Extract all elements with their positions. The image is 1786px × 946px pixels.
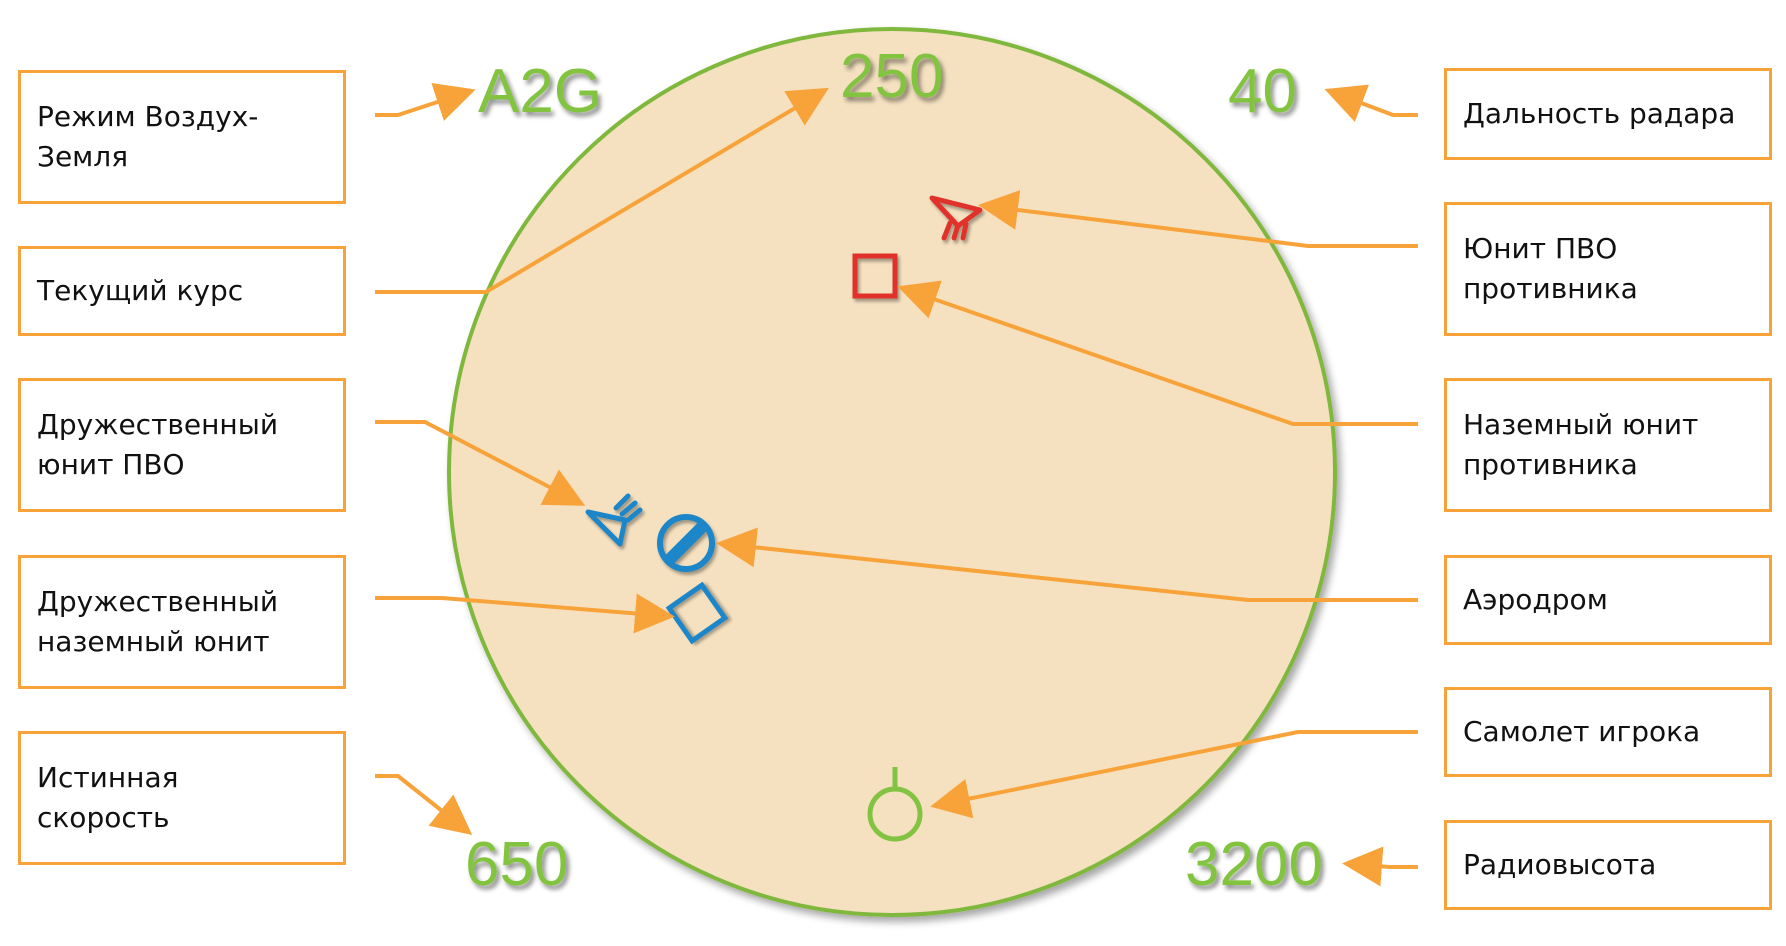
label-enemy-ground-text: Наземный юнит противника xyxy=(1463,408,1699,481)
label-mode: Режим Воздух- Земля xyxy=(18,70,346,204)
airspeed-readout: 650 xyxy=(465,830,568,899)
label-friendly-ground-text: Дружественный наземный юнит xyxy=(37,585,279,658)
arrow-enemy-ground xyxy=(897,280,1418,426)
arrow-radar-range xyxy=(1324,84,1418,123)
label-heading: Текущий курс xyxy=(18,246,346,336)
label-enemy-sam-text: Юнит ПВО противника xyxy=(1463,232,1638,305)
arrow-player-aircraft xyxy=(930,730,1418,819)
label-friendly-ground: Дружественный наземный юнит xyxy=(18,555,346,689)
label-true-airspeed: Истинная скорость xyxy=(18,731,346,865)
heading-readout: 250 xyxy=(840,42,943,111)
leader-arrows xyxy=(375,82,1418,887)
arrow-mode xyxy=(375,82,476,121)
radio-altitude-readout: 3200 xyxy=(1185,830,1323,899)
label-friendly-sam-text: Дружественный юнит ПВО xyxy=(37,408,279,481)
label-radio-altitude: Радиовысота xyxy=(1444,820,1772,910)
label-airfield-text: Аэродром xyxy=(1463,583,1608,616)
arrow-airfield xyxy=(716,527,1418,602)
enemy-ground-unit-icon xyxy=(852,253,898,299)
arrow-heading xyxy=(375,87,829,294)
label-player-aircraft-text: Самолет игрока xyxy=(1463,715,1701,748)
radar-range-readout: 40 xyxy=(1228,57,1297,126)
mode-readout: A2G xyxy=(478,57,602,126)
friendly-sam-icon xyxy=(585,493,643,547)
radar-scope xyxy=(447,27,1337,917)
arrow-enemy-sam xyxy=(978,190,1418,248)
arrow-airspeed xyxy=(375,774,473,835)
arrow-friendly-ground xyxy=(375,593,675,634)
label-enemy-sam: Юнит ПВО противника xyxy=(1444,202,1772,336)
label-player-aircraft: Самолет игрока xyxy=(1444,687,1772,777)
arrow-friendly-sam xyxy=(375,420,586,506)
label-airfield: Аэродром xyxy=(1444,555,1772,645)
player-aircraft-icon xyxy=(867,767,923,842)
label-enemy-ground: Наземный юнит противника xyxy=(1444,378,1772,512)
label-mode-text: Режим Воздух- Земля xyxy=(37,100,259,173)
label-heading-text: Текущий курс xyxy=(37,274,244,307)
label-true-airspeed-text: Истинная скорость xyxy=(37,761,179,834)
friendly-ground-unit-icon xyxy=(665,581,729,645)
label-radio-altitude-text: Радиовысота xyxy=(1463,848,1657,881)
enemy-sam-icon xyxy=(929,195,983,241)
label-radar-range: Дальность радара xyxy=(1444,68,1772,160)
label-friendly-sam: Дружественный юнит ПВО xyxy=(18,378,346,512)
label-radar-range-text: Дальность радара xyxy=(1463,97,1736,130)
airfield-icon xyxy=(657,514,715,572)
arrow-radio-altitude xyxy=(1342,846,1418,887)
